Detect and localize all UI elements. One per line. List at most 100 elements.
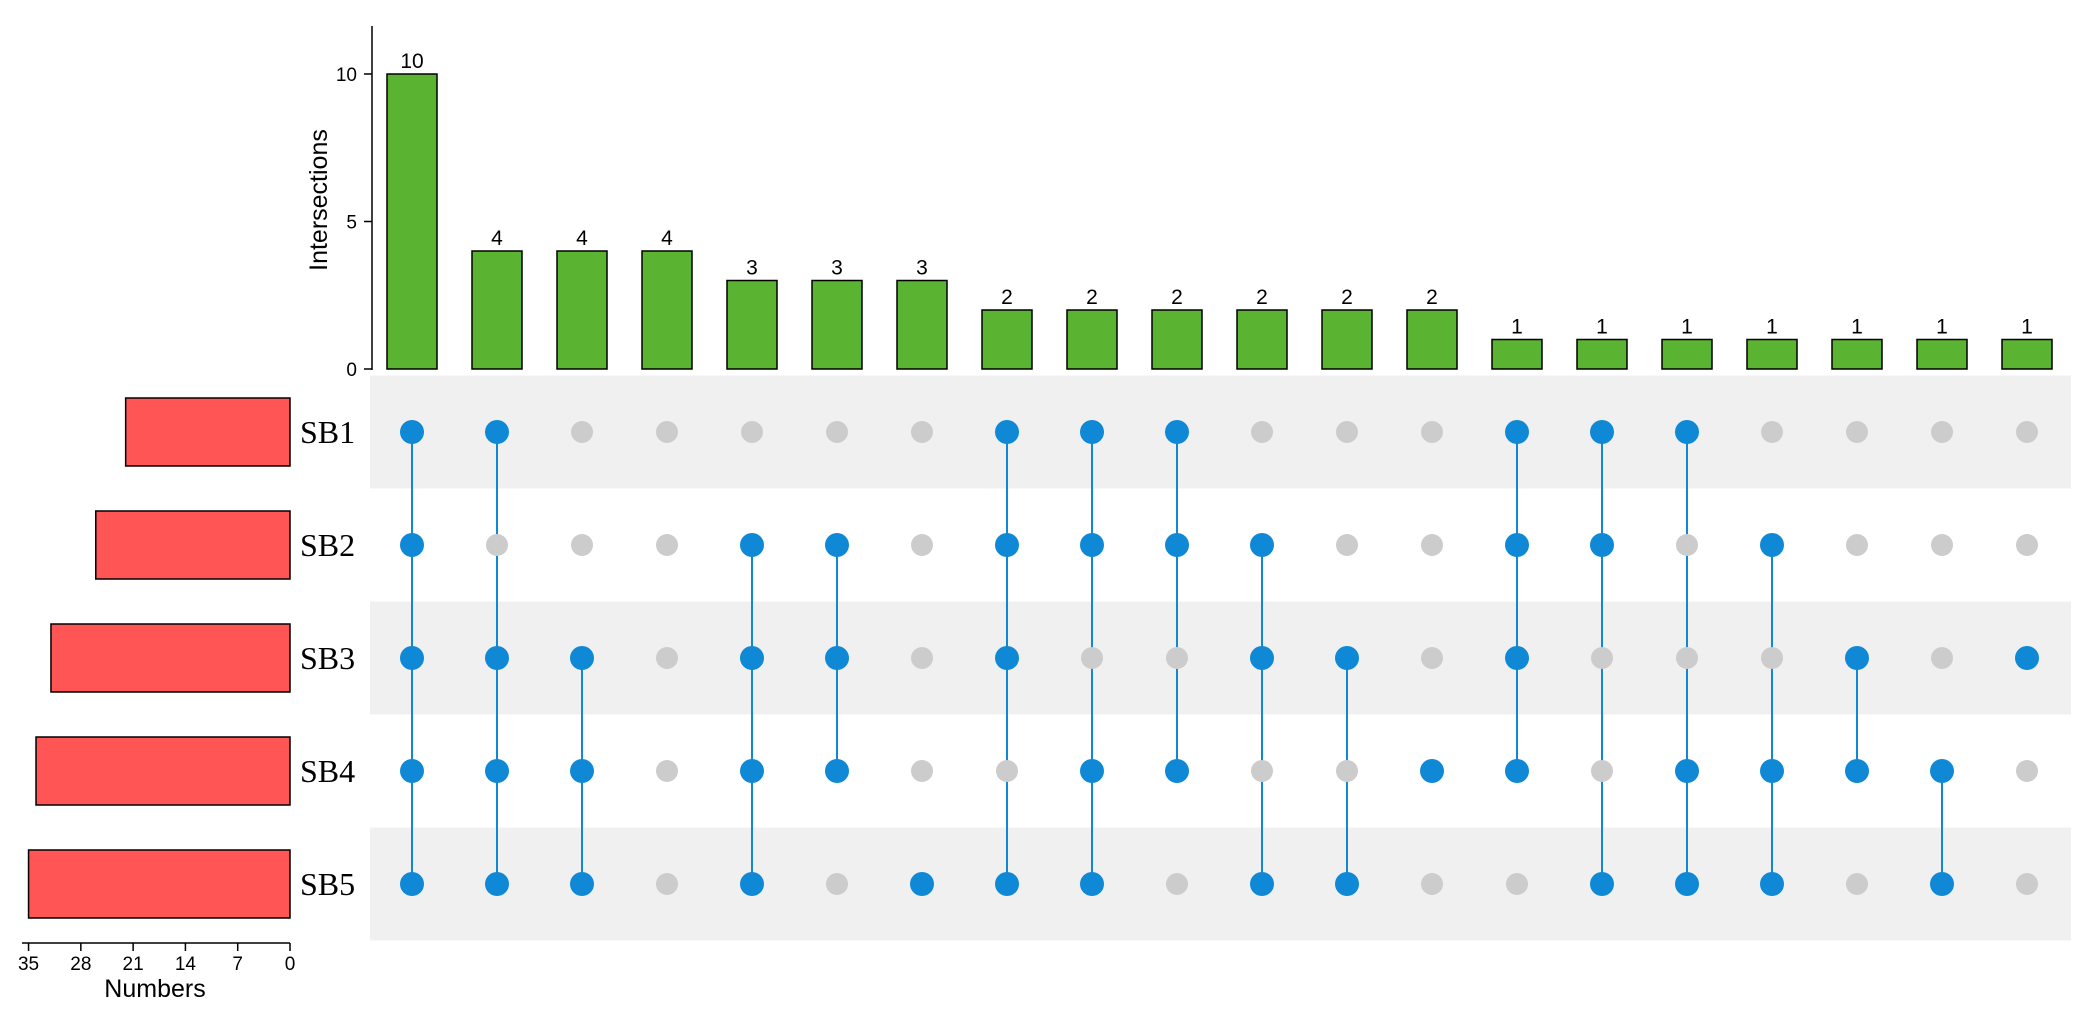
intersection-bar-label: 2 bbox=[1001, 286, 1013, 309]
membership-dot-active bbox=[485, 420, 509, 444]
intersection-bar bbox=[1746, 338, 1798, 370]
intersection-bar-label: 2 bbox=[1171, 286, 1183, 309]
intersection-bar bbox=[1661, 338, 1713, 370]
membership-dot-active bbox=[1590, 533, 1614, 557]
membership-dot-inactive bbox=[1676, 647, 1698, 669]
matrix-row-band bbox=[370, 827, 2071, 941]
membership-dot-inactive bbox=[1761, 421, 1783, 443]
membership-dot-active bbox=[740, 533, 764, 557]
intersections-tick-label: 5 bbox=[346, 213, 357, 234]
membership-dot-active bbox=[1250, 872, 1274, 896]
membership-dot-inactive bbox=[1336, 534, 1358, 556]
membership-dot-inactive bbox=[656, 421, 678, 443]
membership-dot-inactive bbox=[1846, 421, 1868, 443]
set-size-bar bbox=[35, 736, 291, 806]
intersection-bar-label: 2 bbox=[1086, 286, 1098, 309]
membership-dot-active bbox=[1675, 759, 1699, 783]
membership-dot-active bbox=[1760, 759, 1784, 783]
intersection-bar bbox=[1321, 309, 1373, 370]
set-label: SB2 bbox=[300, 527, 355, 563]
membership-dot-active bbox=[1675, 872, 1699, 896]
matrix-row-band bbox=[370, 375, 2071, 489]
membership-dot-active bbox=[1080, 533, 1104, 557]
membership-dot-inactive bbox=[656, 760, 678, 782]
membership-dot-active bbox=[400, 759, 424, 783]
set-label: SB5 bbox=[300, 866, 355, 902]
membership-dot-inactive bbox=[571, 421, 593, 443]
membership-dot-active bbox=[1080, 872, 1104, 896]
membership-dot-active bbox=[1250, 533, 1274, 557]
intersection-bar-label: 1 bbox=[1511, 316, 1523, 339]
membership-dot-inactive bbox=[911, 647, 933, 669]
matrix-row-band bbox=[370, 601, 2071, 715]
intersection-bar-label: 3 bbox=[916, 257, 928, 280]
membership-dot-inactive bbox=[741, 421, 763, 443]
set-size-tick-label: 28 bbox=[70, 954, 91, 975]
membership-dot-active bbox=[740, 759, 764, 783]
set-size-bar bbox=[27, 849, 291, 919]
membership-dot-active bbox=[1930, 872, 1954, 896]
intersection-bar bbox=[471, 250, 523, 370]
set-size-bar bbox=[124, 397, 291, 467]
set-label: SB4 bbox=[300, 753, 355, 789]
intersection-bar bbox=[1831, 338, 1883, 370]
membership-dot-active bbox=[1845, 759, 1869, 783]
intersection-bar-label: 10 bbox=[400, 50, 423, 73]
membership-dot-active bbox=[1760, 533, 1784, 557]
set-labels: SB1 SB2 SB3 SB4 SB5 bbox=[300, 414, 355, 902]
intersection-bar-label: 1 bbox=[1596, 316, 1608, 339]
intersection-bar bbox=[1236, 309, 1288, 370]
intersection-bars: 10 4 4 4 3 3 3 2 2 2 2 2 2 1 1 1 1 1 1 1 bbox=[386, 50, 2053, 370]
intersection-bar-label: 3 bbox=[831, 257, 843, 280]
intersection-bar bbox=[726, 279, 778, 370]
membership-dot-active bbox=[825, 646, 849, 670]
membership-dot-inactive bbox=[2016, 421, 2038, 443]
membership-dot-active bbox=[1080, 759, 1104, 783]
membership-dot-active bbox=[1250, 646, 1274, 670]
membership-dot-inactive bbox=[2016, 760, 2038, 782]
membership-dot-inactive bbox=[1421, 647, 1443, 669]
intersection-bar-label: 1 bbox=[1681, 316, 1693, 339]
membership-dot-active bbox=[995, 533, 1019, 557]
set-size-tick-label: 35 bbox=[18, 954, 39, 975]
membership-dot-inactive bbox=[486, 534, 508, 556]
intersection-bar bbox=[1916, 338, 1968, 370]
membership-dot-inactive bbox=[1591, 647, 1613, 669]
intersections-tick-label: 10 bbox=[336, 65, 357, 86]
membership-dot-inactive bbox=[1591, 760, 1613, 782]
intersection-bar-label: 2 bbox=[1341, 286, 1353, 309]
intersection-bar bbox=[1491, 338, 1543, 370]
intersection-bar-label: 1 bbox=[1936, 316, 1948, 339]
membership-dot-active bbox=[2015, 646, 2039, 670]
membership-dot-active bbox=[995, 420, 1019, 444]
membership-dot-active bbox=[910, 872, 934, 896]
intersection-bar bbox=[896, 279, 948, 370]
membership-dot-active bbox=[1080, 420, 1104, 444]
membership-dot-active bbox=[1845, 646, 1869, 670]
membership-dot-inactive bbox=[1761, 647, 1783, 669]
membership-dot-inactive bbox=[1166, 647, 1188, 669]
intersection-bar-label: 1 bbox=[1851, 316, 1863, 339]
membership-dot-active bbox=[740, 872, 764, 896]
intersection-bar-label: 4 bbox=[491, 227, 503, 250]
membership-dot-active bbox=[400, 872, 424, 896]
membership-dot-active bbox=[570, 759, 594, 783]
membership-dot-active bbox=[1165, 533, 1189, 557]
membership-dot-active bbox=[1165, 759, 1189, 783]
membership-dot-inactive bbox=[996, 760, 1018, 782]
membership-dot-active bbox=[1335, 646, 1359, 670]
set-size-tick-label: 7 bbox=[232, 954, 243, 975]
membership-dot-active bbox=[1505, 420, 1529, 444]
set-size-bars bbox=[27, 397, 291, 919]
set-size-axis-title: Numbers bbox=[104, 975, 205, 1003]
membership-dot-inactive bbox=[1931, 647, 1953, 669]
membership-dot-inactive bbox=[826, 421, 848, 443]
membership-dot-inactive bbox=[826, 873, 848, 895]
membership-dot-inactive bbox=[1336, 760, 1358, 782]
membership-dot-active bbox=[1335, 872, 1359, 896]
intersection-bar bbox=[641, 250, 693, 370]
membership-dot-active bbox=[995, 646, 1019, 670]
membership-dot-active bbox=[570, 646, 594, 670]
set-size-tick-label: 0 bbox=[285, 954, 296, 975]
